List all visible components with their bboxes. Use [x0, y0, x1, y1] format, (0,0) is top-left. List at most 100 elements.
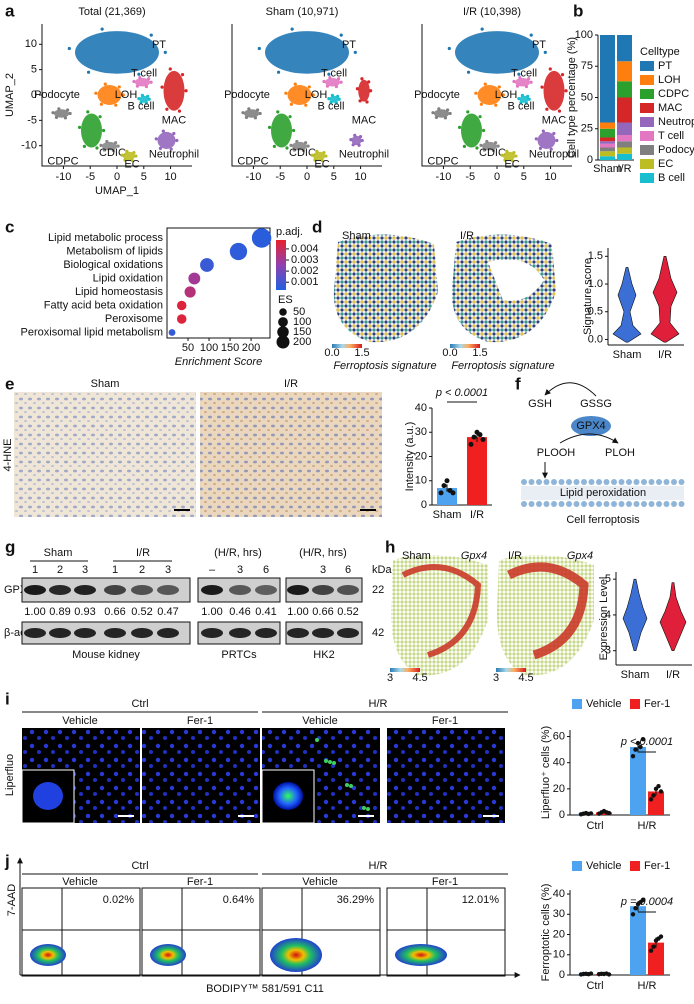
umap-cell — [457, 125, 462, 130]
node-label: GSSG — [580, 398, 612, 410]
umap-cell — [336, 94, 340, 98]
umap-cell — [541, 129, 545, 133]
umap-cell — [549, 147, 553, 151]
lipid-head — [528, 501, 535, 507]
lipid-head — [551, 501, 557, 507]
data-point — [606, 972, 612, 977]
lipid-head — [543, 479, 550, 485]
green-signal — [349, 784, 353, 788]
bar-segment — [600, 147, 615, 152]
umap-cell — [290, 27, 294, 31]
y-tick-label: 0 — [31, 89, 37, 101]
green-signal — [345, 783, 349, 787]
y-tick-label: Peroxisome — [105, 313, 163, 325]
umap-title: Sham (10,971) — [266, 6, 339, 18]
umap-cell — [518, 75, 522, 80]
legend-swatch — [640, 159, 654, 169]
colorbar — [496, 668, 526, 672]
lipid-head — [528, 479, 535, 485]
x-tick-label: I/R — [666, 669, 680, 681]
band — [255, 628, 277, 638]
cluster-label: MAC — [542, 114, 567, 126]
umap-cell — [529, 80, 533, 84]
data-point — [588, 971, 594, 976]
bar-segment — [600, 151, 615, 157]
legend-label: Vehicle — [586, 860, 621, 872]
dot — [176, 300, 187, 311]
green-signal — [366, 807, 370, 811]
green-signal — [328, 760, 332, 764]
x-tick-label: 100 — [200, 342, 218, 354]
y-tick-label: 60 — [553, 730, 565, 742]
panel-label: i — [5, 689, 10, 708]
band — [49, 628, 71, 638]
umap-cell — [306, 144, 310, 148]
band — [201, 628, 223, 638]
dot — [200, 258, 214, 272]
panel-label: b — [573, 1, 583, 20]
lipid-head — [588, 501, 595, 507]
node-label: PLOOH — [537, 447, 576, 459]
y-axis-label: UMAP_2 — [4, 73, 16, 117]
lipid-head — [663, 501, 670, 507]
arrow — [544, 382, 597, 397]
lipid-head — [603, 501, 610, 507]
x-tick-label: 5 — [331, 171, 337, 183]
lipid-head — [573, 479, 580, 485]
umap-cluster — [313, 151, 325, 161]
dot — [229, 242, 248, 261]
bar — [467, 437, 487, 505]
umap-cell — [519, 100, 523, 105]
umap-cluster — [543, 70, 565, 111]
bar-segment — [617, 135, 632, 142]
bar-segment — [600, 122, 615, 129]
x-tick-label: -10 — [245, 171, 261, 183]
band — [337, 585, 359, 595]
umap-cluster — [75, 31, 159, 74]
band — [287, 585, 309, 595]
umap-cell — [77, 125, 82, 130]
cluster-label: LOH — [305, 89, 328, 101]
umap-cluster — [503, 151, 515, 161]
treatment-label: Vehicle — [62, 876, 97, 888]
umap-cluster — [54, 109, 69, 118]
sample-label: Mouse kidney — [72, 649, 140, 661]
node-label: PLOH — [605, 447, 635, 459]
cluster-label: B cell — [128, 100, 155, 112]
lipid-head — [663, 479, 670, 485]
umap-cell — [144, 84, 149, 89]
y-tick-label: 20 — [553, 783, 565, 795]
umap-cell — [462, 144, 466, 148]
panel-label: c — [5, 217, 14, 236]
group-label: H/R — [369, 860, 388, 872]
umap-cell — [177, 109, 182, 113]
image-caption: Ferroptosis signature — [451, 360, 554, 372]
violin — [659, 582, 687, 651]
umap-cell — [324, 154, 328, 158]
y-tick-label: Fatty acid beta oxidation — [44, 299, 163, 311]
violin — [650, 256, 680, 343]
inset — [21, 769, 75, 824]
legend-swatch — [640, 75, 654, 85]
lane-label: 3 — [82, 564, 88, 576]
umap-cluster — [287, 85, 312, 105]
legend-label: PT — [658, 60, 672, 72]
gene-label: Gpx4 — [461, 550, 487, 562]
umap-cell — [517, 97, 521, 101]
umap-cell — [510, 158, 514, 163]
data-point — [588, 811, 594, 816]
band — [229, 585, 251, 595]
quant-label: 0.66 — [104, 606, 125, 618]
p-value: p < 0.0001 — [620, 736, 673, 748]
umap-cell — [301, 148, 306, 153]
umap-cell — [149, 80, 153, 84]
data-point — [656, 784, 661, 789]
umap-cell — [481, 128, 486, 133]
panel-label: j — [4, 851, 10, 870]
colorbar-label: 0.004 — [291, 243, 319, 255]
umap-cell — [325, 84, 330, 88]
colorbar-label: 0.001 — [291, 276, 319, 288]
umap-cell — [503, 158, 507, 162]
umap-cell — [501, 93, 505, 97]
umap-cell — [276, 70, 281, 74]
